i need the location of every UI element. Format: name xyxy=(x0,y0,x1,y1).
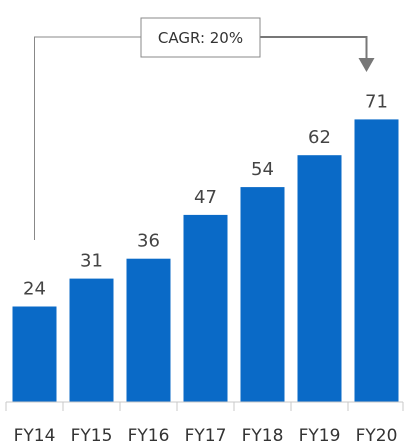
bar-fy15 xyxy=(69,278,114,402)
value-label-fy15: 31 xyxy=(80,251,103,272)
x-tick-label-fy19: FY19 xyxy=(299,426,341,446)
bar-fy17 xyxy=(183,214,228,402)
value-label-fy19: 62 xyxy=(308,127,331,148)
cagr-right-connector xyxy=(260,36,368,62)
x-tick-label-fy18: FY18 xyxy=(242,426,284,446)
x-tick-label-fy17: FY17 xyxy=(185,426,227,446)
bar-fy20 xyxy=(354,119,399,403)
value-label-fy20: 71 xyxy=(365,91,388,112)
value-labels-layer: 24 31 36 47 54 62 71 xyxy=(23,91,388,299)
cagr-arrow-head-icon xyxy=(358,58,375,72)
value-label-fy16: 36 xyxy=(137,231,160,252)
cagr-left-connector xyxy=(34,36,141,240)
x-axis: FY14 FY15 FY16 FY17 FY18 FY19 FY20 xyxy=(5,401,404,446)
value-label-fy17: 47 xyxy=(194,187,217,208)
x-tick-label-fy20: FY20 xyxy=(356,426,398,446)
value-label-fy18: 54 xyxy=(251,159,274,180)
x-tick-label-fy14: FY14 xyxy=(14,426,56,446)
bar-fy18 xyxy=(240,187,285,402)
x-tick-label-fy15: FY15 xyxy=(71,426,113,446)
bars-layer xyxy=(12,119,399,403)
value-label-fy14: 24 xyxy=(23,279,46,300)
cagr-label-box xyxy=(140,17,261,58)
bar-fy14 xyxy=(12,306,57,402)
cagr-label: CAGR: 20% xyxy=(158,29,243,47)
bar-fy16 xyxy=(126,258,171,402)
cagr-annotation: CAGR: 20% xyxy=(34,17,375,240)
bar-fy19 xyxy=(297,155,342,402)
x-tick-label-fy16: FY16 xyxy=(128,426,170,446)
